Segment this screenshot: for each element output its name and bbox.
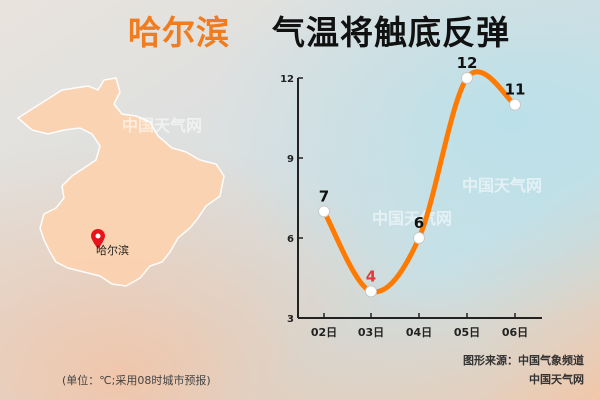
data-label: 4 <box>366 267 376 285</box>
data-point <box>509 98 521 111</box>
location-pin-icon <box>91 229 105 249</box>
source-label: 图形来源：中国气象频道 <box>463 354 584 367</box>
title-main: 气温将触底反弹 <box>272 13 510 52</box>
x-tick-label: 05日 <box>454 326 480 339</box>
x-tick-label: 04日 <box>406 326 432 339</box>
series-line <box>321 69 518 295</box>
data-point <box>413 232 425 244</box>
title-city: 哈尔滨 <box>128 13 230 52</box>
y-tick-label: 3 <box>287 314 294 325</box>
data-point <box>461 72 473 84</box>
x-tick-label: 03日 <box>358 326 384 339</box>
province-map <box>16 77 225 287</box>
watermark: 中国天气网 <box>122 116 203 135</box>
y-tick-label: 9 <box>287 154 294 165</box>
data-point <box>365 285 377 298</box>
brand-label: 中国天气网 <box>529 373 584 386</box>
data-label: 6 <box>414 214 424 232</box>
watermark: 中国天气网 <box>372 209 453 228</box>
data-label: 12 <box>457 54 478 72</box>
data-label: 11 <box>505 81 526 99</box>
map-marker-label: 哈尔滨 <box>96 244 129 257</box>
watermark: 中国天气网 <box>462 176 543 195</box>
y-tick-label: 6 <box>287 234 294 245</box>
y-tick-label: 12 <box>280 74 294 85</box>
data-point <box>318 205 330 218</box>
x-tick-label: 06日 <box>502 326 528 339</box>
x-tick-label: 02日 <box>311 326 337 339</box>
unit-note: (单位：℃;采用08时城市预报) <box>62 374 211 387</box>
data-label: 7 <box>319 187 329 205</box>
